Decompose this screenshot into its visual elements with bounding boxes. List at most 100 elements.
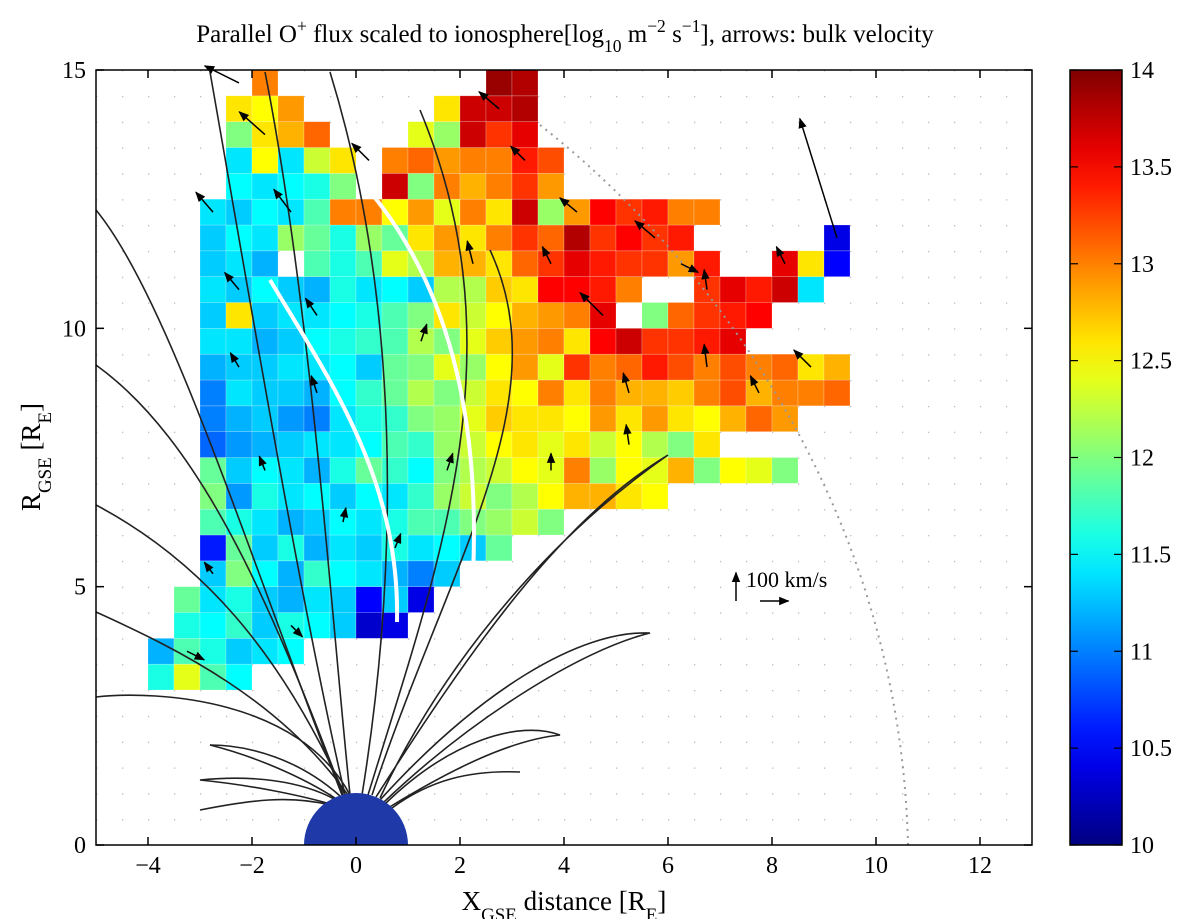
velocity-arrow [701, 268, 710, 290]
velocity-arrow [465, 239, 474, 264]
heat-cell [797, 276, 825, 303]
velocity-arrow [203, 561, 214, 575]
heat-cell [615, 328, 643, 355]
heat-cell [589, 276, 617, 303]
heat-cell [329, 250, 357, 277]
x-tick-label: −4 [135, 853, 161, 879]
heat-cell [407, 198, 435, 226]
heat-cell [511, 328, 539, 355]
heat-cell [433, 405, 461, 432]
heat-cell [303, 405, 331, 432]
heat-cell [251, 198, 279, 226]
heat-cell [563, 431, 591, 458]
heat-cell [199, 198, 227, 226]
heat-cell [199, 612, 227, 639]
heat-cell [199, 224, 227, 252]
x-tick-label: 10 [864, 853, 888, 879]
heat-cell [433, 95, 461, 122]
title-part: m [621, 21, 647, 48]
heat-cell [537, 302, 565, 329]
heat-cell [433, 198, 461, 226]
velocity-arrow [393, 532, 402, 549]
x-tick-label: 6 [662, 853, 674, 879]
x-axis-label: XGSE distance [RE] [462, 886, 667, 919]
heat-cell [745, 379, 773, 407]
heat-cell [329, 353, 357, 381]
heat-cell [407, 379, 435, 407]
heat-cell [693, 405, 721, 432]
heat-cell [719, 405, 747, 432]
heat-cell [537, 198, 565, 226]
velocity-arrow [623, 423, 632, 445]
heat-cell [381, 457, 409, 484]
heat-cell [355, 612, 383, 639]
heat-cell [433, 276, 461, 303]
heat-cell [537, 483, 565, 510]
heat-cell [615, 483, 643, 510]
heat-cell [563, 224, 591, 252]
colorbar-tick-label: 10 [1130, 833, 1154, 859]
heat-cell [589, 457, 617, 484]
heat-cell [615, 276, 643, 303]
heat-cell [303, 457, 331, 484]
velocity-arrow [541, 245, 552, 265]
heat-cell [511, 121, 539, 148]
heat-cell [563, 379, 591, 407]
velocity-arrow [478, 91, 500, 110]
heat-cell [303, 121, 331, 148]
heat-cell [641, 483, 669, 510]
heat-cell [407, 508, 435, 536]
heat-cell [381, 147, 409, 174]
heat-cell [693, 457, 721, 484]
colorbar-tick-label: 13 [1130, 252, 1154, 278]
reference-label: 100 km/s [746, 567, 827, 592]
heat-cell [485, 198, 513, 226]
heat-cell [459, 198, 487, 226]
title-part: 10 [604, 36, 622, 56]
heat-cell [589, 431, 617, 458]
heat-cell [459, 173, 487, 200]
heat-cell [511, 69, 539, 97]
heat-cell [251, 612, 279, 639]
heat-cell [199, 508, 227, 536]
heat-cell [381, 302, 409, 329]
heat-cell [745, 405, 773, 432]
heat-cell [459, 431, 487, 458]
heat-cell [277, 198, 305, 226]
title-part: + [297, 16, 307, 36]
y-tick-label: 0 [74, 833, 86, 859]
heat-cell [277, 173, 305, 200]
x-tick-label: 12 [968, 853, 992, 879]
heat-cell [485, 121, 513, 148]
heat-cell [407, 405, 435, 432]
heat-cell [615, 405, 643, 432]
heat-cell [589, 328, 617, 355]
heat-cell [771, 379, 799, 407]
heat-cell [303, 173, 331, 200]
heat-cell [329, 483, 357, 510]
y-axis-label: RGSE [RE] [16, 403, 56, 511]
heat-cell [277, 353, 305, 381]
heat-cell [459, 353, 487, 381]
heat-cell [251, 457, 279, 484]
heat-cell [225, 121, 253, 148]
heat-cell [329, 173, 357, 200]
heat-cell [199, 379, 227, 407]
heat-cell [485, 379, 513, 407]
heat-cell [511, 483, 539, 510]
heat-cell [511, 224, 539, 252]
heat-cell [277, 379, 305, 407]
heat-cell [381, 328, 409, 355]
heat-cell [771, 405, 799, 432]
heat-cell [225, 147, 253, 174]
heat-cell [303, 560, 331, 587]
heat-cell [433, 121, 461, 148]
heat-cell [589, 250, 617, 277]
y-tick-label: 5 [74, 575, 86, 601]
heat-cell [251, 483, 279, 510]
field-lines [96, 71, 669, 811]
heat-cell [225, 198, 253, 226]
heat-cell [381, 173, 409, 200]
heat-cell [225, 250, 253, 277]
colorbar-tick-label: 11.5 [1130, 542, 1171, 568]
